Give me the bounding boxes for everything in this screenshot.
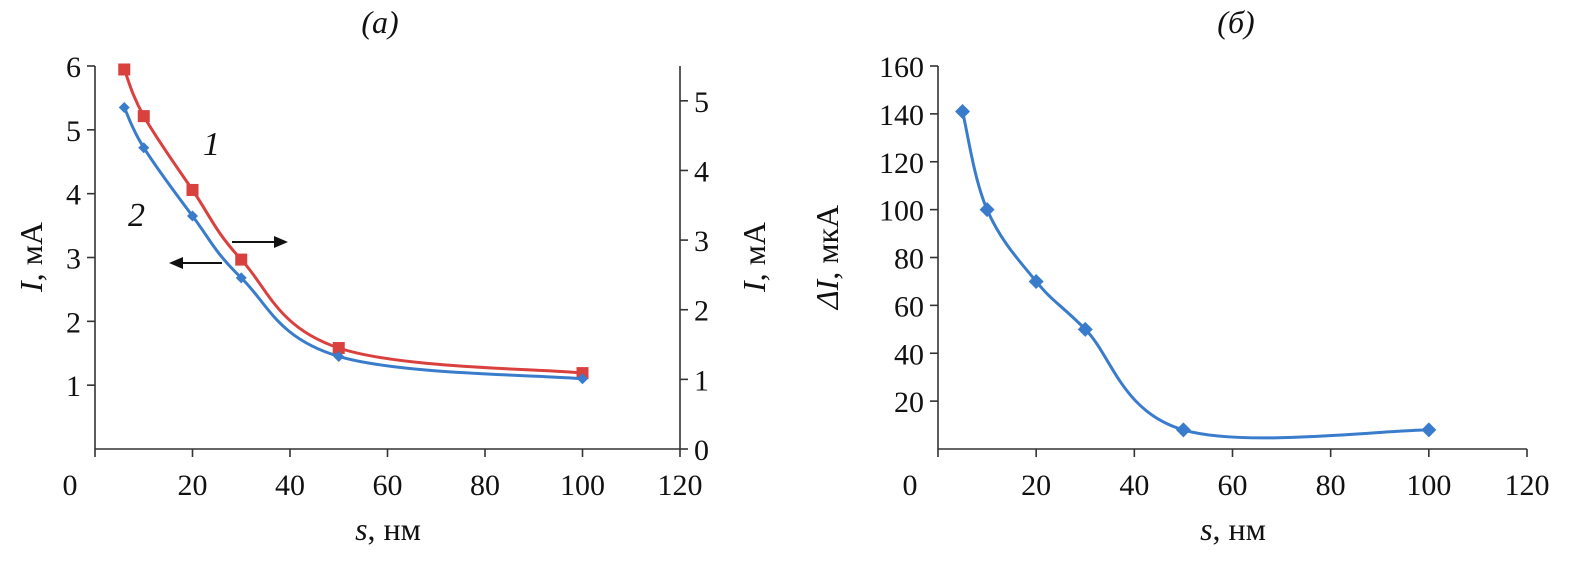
y-tick-label: 60 (894, 290, 924, 323)
panel-a-right-y-axis-label: I, мА (736, 222, 772, 293)
panel-a-left-y-ticks: 1 2 3 4 5 6 (66, 51, 95, 403)
left-axis-arrow (169, 257, 222, 269)
series-2-line (122, 106, 583, 381)
x-tick-label: 40 (275, 469, 305, 502)
x-tick-label: 80 (1316, 469, 1346, 502)
right-y-tick-label: 1 (694, 364, 709, 397)
right-y-tick-label: 3 (694, 225, 709, 258)
panel-b-y-ticks: 20 40 60 80 100 120 140 160 (879, 51, 938, 419)
x-tick-label: 60 (373, 469, 403, 502)
x-tick-label: 20 (178, 469, 208, 502)
panel-b-x-ticks: 0 20 40 60 80 100 120 (903, 449, 1550, 502)
series-1-point (186, 183, 199, 196)
left-y-tick-label: 2 (66, 306, 81, 339)
series-2-point (138, 142, 150, 154)
y-tick-label: 160 (879, 51, 924, 84)
left-y-tick-label: 3 (66, 243, 81, 276)
left-y-tick-label: 5 (66, 115, 81, 148)
series-point (1421, 422, 1437, 438)
right-y-tick-label: 0 (694, 434, 709, 467)
panel-b: (б) 0 20 40 60 80 100 120 20 40 60 80 100 120 140 160… (809, 4, 1550, 547)
series-1-point (137, 110, 150, 123)
series-1-point (118, 63, 131, 76)
panel-a-right-y-ticks: 0 1 2 3 4 5 (680, 86, 709, 467)
y-tick-label: 20 (894, 386, 924, 419)
series-point (1077, 321, 1093, 337)
series-2-point (577, 373, 588, 385)
series-1-point (576, 367, 589, 380)
y-tick-label: 40 (894, 338, 924, 371)
series-2-point (235, 272, 247, 284)
panel-a-x-ticks: 0 20 40 60 80 100 120 (63, 449, 703, 502)
panel-a-title: (а) (361, 4, 398, 40)
y-tick-label: 80 (894, 243, 924, 276)
left-y-tick-label: 1 (66, 370, 81, 403)
series-line (961, 111, 1429, 440)
right-axis-arrow (232, 236, 288, 248)
x-tick-label: 120 (658, 469, 703, 502)
left-y-tick-label: 6 (66, 51, 81, 84)
right-y-tick-label: 4 (694, 155, 709, 188)
series-1-point (235, 253, 248, 266)
series-1-point (332, 342, 345, 355)
y-tick-label: 120 (879, 147, 924, 180)
x-tick-label: 80 (470, 469, 500, 502)
curve-2-label: 2 (128, 197, 145, 234)
right-y-tick-label: 5 (694, 86, 709, 119)
x-tick-label: 120 (1505, 469, 1550, 502)
panel-a-series (118, 63, 589, 385)
x-tick-label: 100 (560, 469, 605, 502)
series-point (1028, 273, 1044, 289)
y-tick-label: 140 (879, 99, 924, 132)
left-y-tick-label: 4 (66, 179, 81, 212)
x-tick-label: 20 (1021, 469, 1051, 502)
panel-b-series (955, 103, 1437, 440)
x-tick-label: 0 (63, 469, 78, 502)
right-y-tick-label: 2 (694, 295, 709, 328)
series-point (979, 202, 995, 218)
panel-b-y-axis-label: ΔI, мкА (809, 205, 845, 311)
curve-1-label: 1 (203, 126, 220, 163)
panel-b-title: (б) (1217, 4, 1254, 40)
panel-b-x-axis-label: s, нм (1200, 511, 1266, 547)
y-tick-label: 100 (879, 195, 924, 228)
series-1-line (122, 68, 583, 375)
panel-a-x-axis-label: s, нм (355, 511, 421, 547)
series-2-point (118, 101, 130, 113)
series-point (955, 103, 971, 119)
series-point (1175, 422, 1191, 438)
panel-a-left-y-axis-label: I, мА (13, 222, 49, 293)
series-2-point (187, 210, 198, 222)
series-2-point (333, 350, 345, 362)
x-tick-label: 0 (903, 469, 918, 502)
x-tick-label: 100 (1406, 469, 1451, 502)
x-tick-label: 60 (1218, 469, 1248, 502)
x-tick-label: 40 (1119, 469, 1149, 502)
